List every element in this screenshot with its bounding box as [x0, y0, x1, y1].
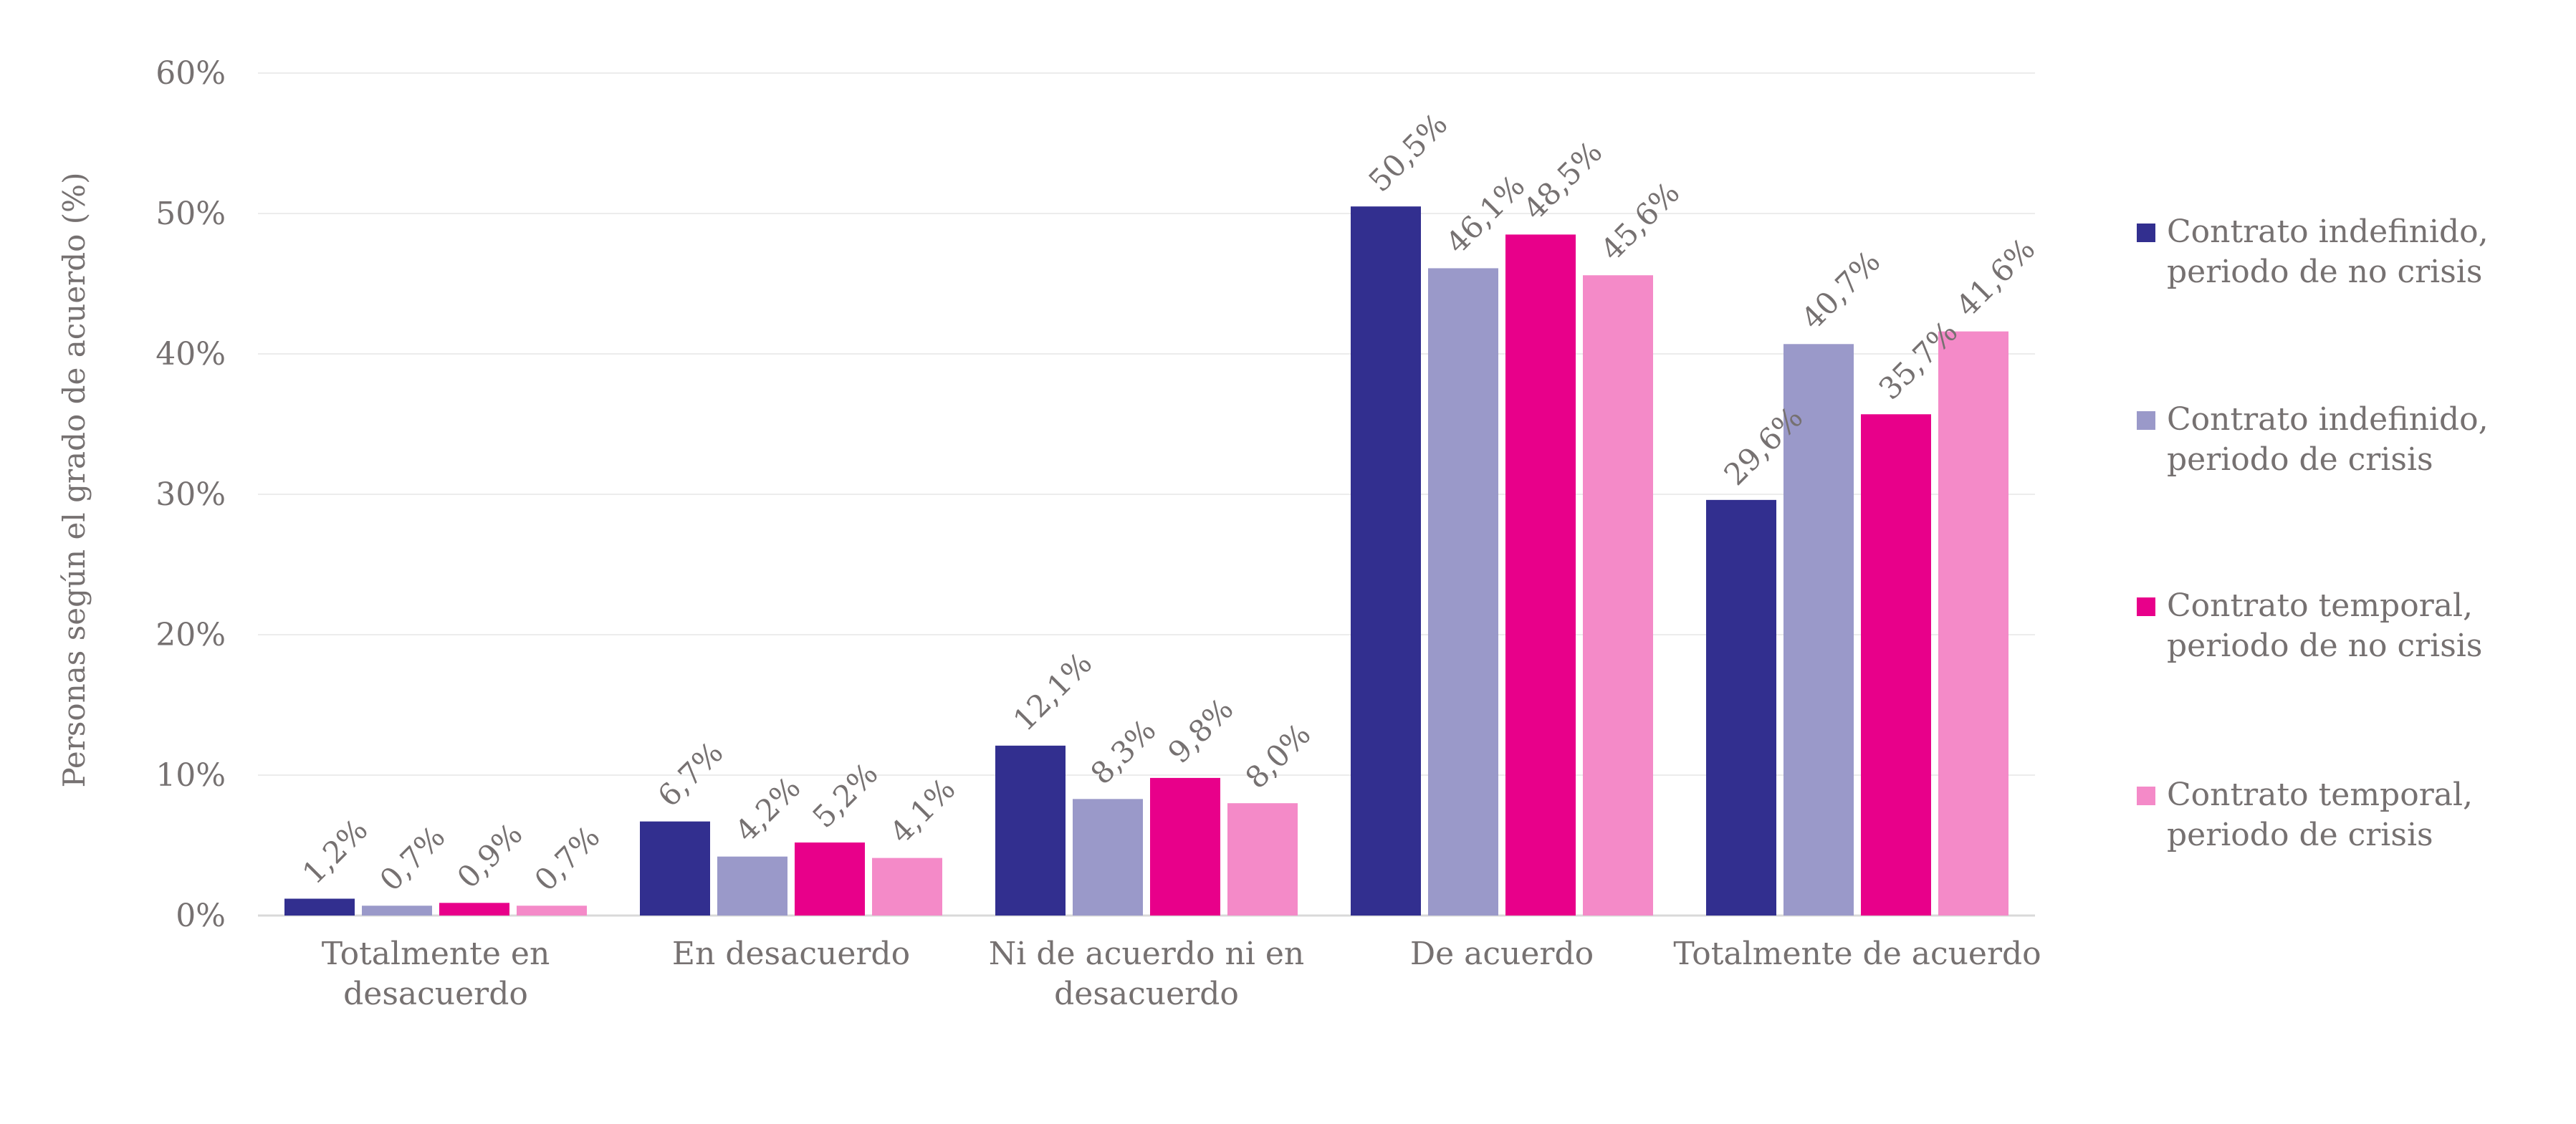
- legend-label: Contrato temporal,: [2167, 777, 2473, 813]
- legend-label: periodo de crisis: [2167, 817, 2433, 853]
- legend-label: periodo de no crisis: [2167, 254, 2482, 290]
- category-label: En desacuerdo: [672, 936, 910, 972]
- legend: Contrato indefinido, periodo de no crisis…: [2137, 213, 2489, 853]
- bar: [1227, 803, 1298, 916]
- bar: [1428, 268, 1498, 916]
- legend-label: periodo de crisis: [2167, 441, 2433, 478]
- y-tick-label: 30%: [155, 476, 226, 513]
- bar: [362, 906, 432, 916]
- y-tick-label: 0%: [176, 898, 226, 934]
- legend-label: Contrato indefinido,: [2167, 213, 2489, 250]
- bar: [717, 856, 787, 916]
- data-label: 40,7%: [1794, 244, 1887, 336]
- y-tick-label: 10%: [155, 757, 226, 794]
- bar: [795, 842, 865, 916]
- data-label: 50,5%: [1361, 106, 1454, 198]
- bar: [640, 821, 710, 916]
- data-label: 1,2%: [295, 812, 374, 890]
- bar: [1861, 414, 1931, 916]
- bar: [1505, 234, 1576, 916]
- bars: [284, 206, 2008, 916]
- legend-label: Contrato temporal,: [2167, 587, 2473, 624]
- bar: [872, 858, 942, 916]
- bar: [517, 906, 587, 916]
- bar: [995, 745, 1066, 916]
- bar: [1938, 331, 2008, 916]
- bar: [1583, 275, 1653, 916]
- data-label: 5,2%: [805, 756, 884, 835]
- legend-label: periodo de no crisis: [2167, 628, 2482, 664]
- y-axis-label: Personas según el grado de acuerdo (%): [57, 173, 92, 788]
- legend-swatch: [2137, 224, 2155, 242]
- category-label: Totalmente en: [322, 936, 550, 972]
- legend-swatch: [2137, 597, 2155, 616]
- category-label: Totalmente de acuerdo: [1673, 936, 2041, 972]
- category-label: Ni de acuerdo ni en: [989, 936, 1304, 972]
- bar: [1150, 777, 1220, 916]
- bar: [1351, 206, 1421, 916]
- legend-swatch: [2137, 411, 2155, 430]
- category-label: De acuerdo: [1410, 936, 1594, 972]
- category-label: desacuerdo: [1054, 976, 1239, 1012]
- bar: [439, 903, 509, 916]
- bar: [1073, 799, 1143, 916]
- data-label: 45,6%: [1594, 175, 1686, 267]
- data-label: 4,1%: [883, 772, 962, 850]
- data-label: 0,9%: [450, 816, 529, 895]
- y-tick-label: 20%: [155, 617, 226, 653]
- bar: [1706, 499, 1776, 916]
- bar: [284, 898, 355, 916]
- bar: [1783, 344, 1854, 916]
- y-tick-label: 40%: [155, 336, 226, 373]
- data-label: 0,7%: [373, 819, 451, 898]
- data-label: 41,6%: [1949, 231, 2041, 324]
- legend-label: Contrato indefinido,: [2167, 401, 2489, 438]
- data-label: 12,1%: [1006, 645, 1098, 738]
- data-label: 9,8%: [1161, 691, 1240, 770]
- data-label: 6,7%: [651, 735, 729, 814]
- legend-swatch: [2137, 787, 2155, 805]
- data-label: 8,0%: [1238, 716, 1317, 795]
- y-tick-label: 60%: [155, 55, 226, 92]
- data-label: 4,2%: [728, 770, 807, 849]
- y-tick-label: 50%: [155, 196, 226, 232]
- data-label: 0,7%: [527, 819, 606, 898]
- category-label: desacuerdo: [343, 976, 528, 1012]
- x-axis-categories: Totalmente en desacuerdo En desacuerdo Ni d…: [322, 936, 2041, 1012]
- y-axis-ticks: 0% 10% 20% 30% 40% 50% 60%: [155, 55, 226, 934]
